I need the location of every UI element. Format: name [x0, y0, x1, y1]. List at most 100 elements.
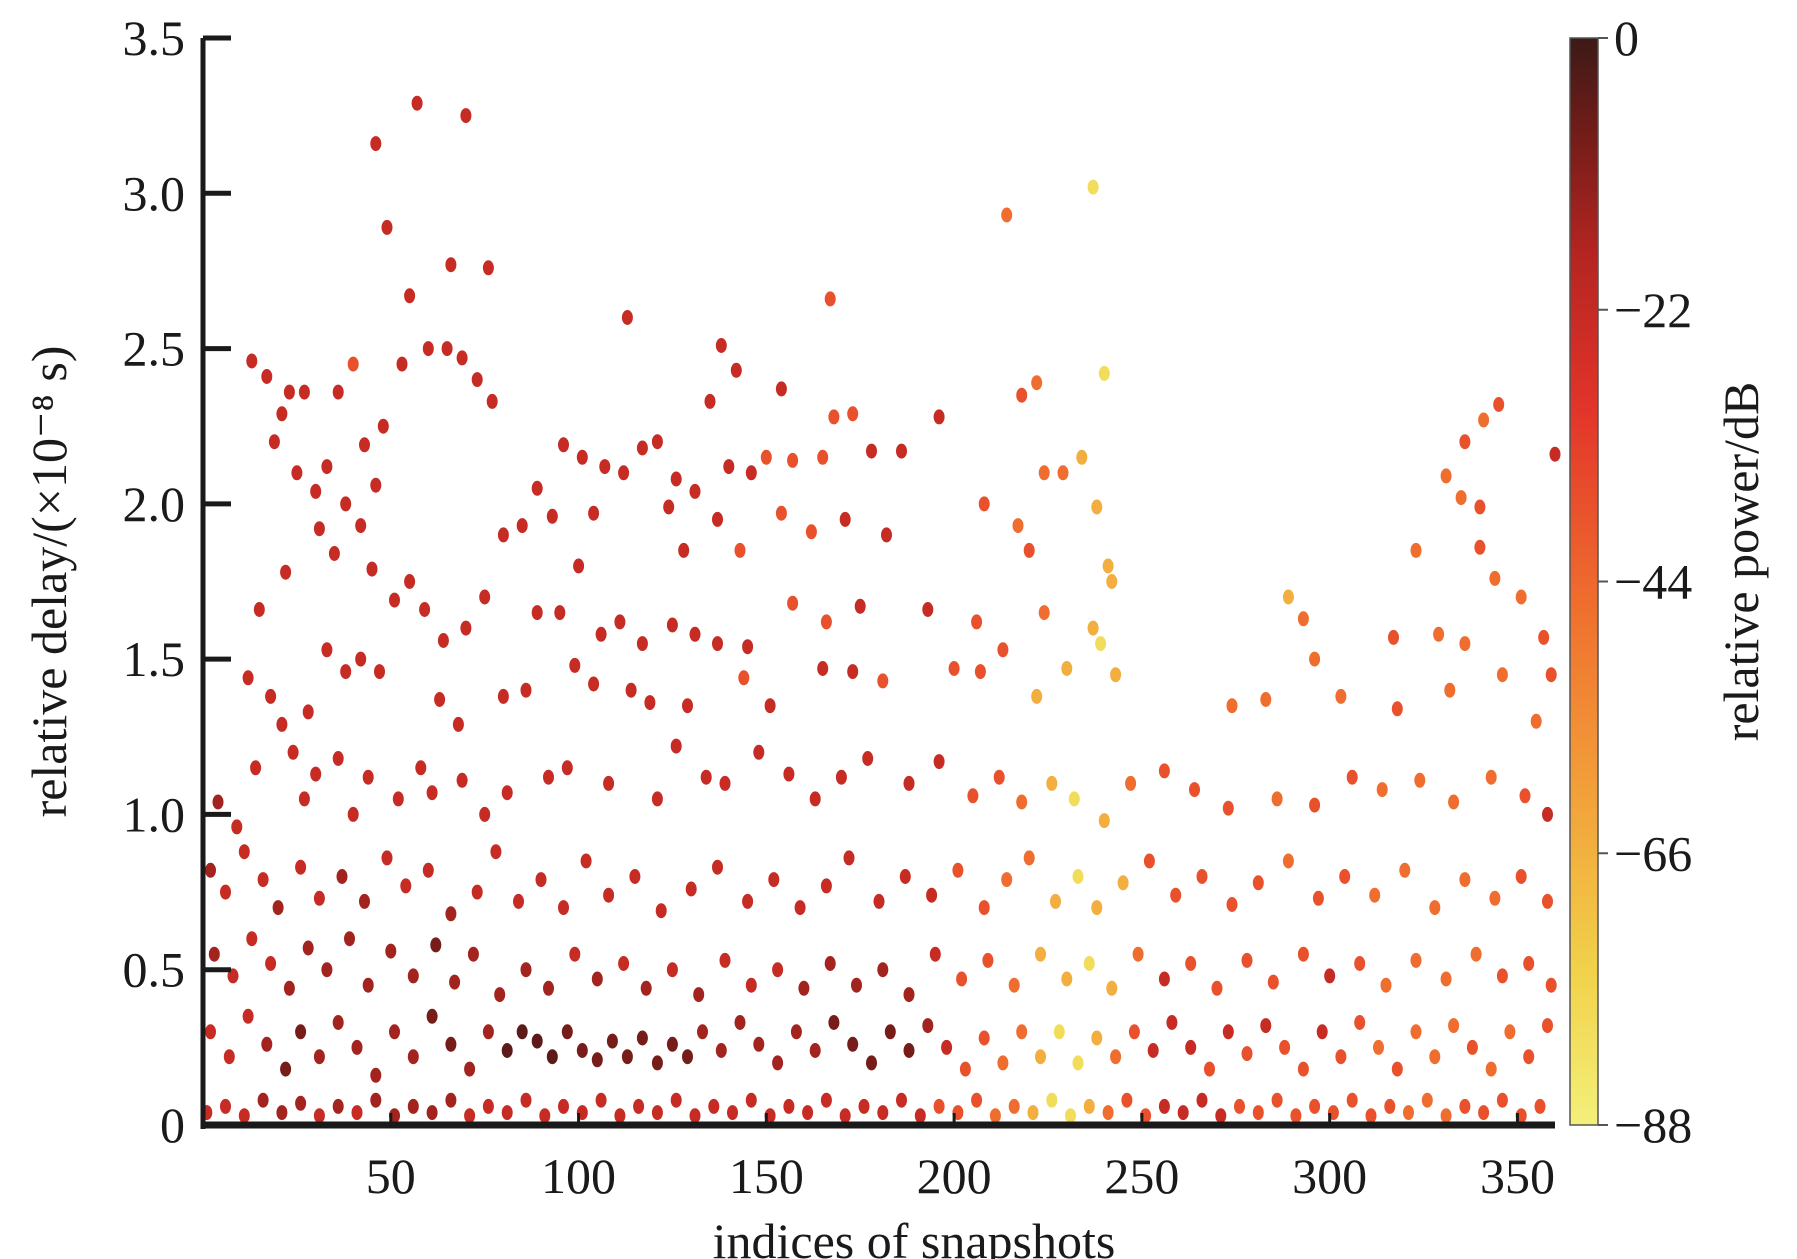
scatter-point: [1121, 1092, 1133, 1108]
scatter-point: [847, 1036, 859, 1052]
scatter-point: [501, 785, 513, 801]
scatter-point: [407, 968, 419, 984]
scatter-point: [989, 1108, 1001, 1124]
scatter-point: [689, 1108, 701, 1124]
scatter-point: [1316, 1024, 1328, 1040]
scatter-point: [1222, 800, 1234, 816]
scatter-point: [884, 1024, 896, 1040]
scatter-point: [558, 437, 569, 453]
scatter-point: [1403, 1105, 1414, 1121]
scatter-point: [295, 1024, 307, 1040]
scatter-point: [1016, 1024, 1028, 1040]
scatter-point: [678, 542, 690, 558]
colorbar-title: relative power/dB: [1713, 382, 1769, 742]
scatter-point: [851, 977, 862, 993]
scatter-point: [464, 1108, 476, 1124]
scatter-point: [715, 338, 727, 353]
scatter-point: [1008, 977, 1020, 993]
scatter-point: [978, 1030, 990, 1046]
scatter-point: [1072, 869, 1084, 884]
scatter-point: [700, 769, 712, 785]
scatter-point: [1110, 667, 1122, 683]
scatter-point: [283, 980, 295, 996]
scatter-point: [516, 518, 528, 534]
scatter-point: [959, 1061, 971, 1077]
scatter-point: [302, 704, 314, 720]
scatter-point: [588, 676, 600, 692]
scatter-point: [355, 651, 367, 667]
scatter-point: [520, 1092, 532, 1108]
scatter-point: [1496, 968, 1508, 984]
scatter-point: [1234, 1098, 1245, 1114]
scatter-point: [704, 393, 716, 409]
scatter-point: [952, 862, 964, 878]
scatter-point: [359, 893, 370, 909]
scatter-point: [745, 977, 757, 993]
scatter-point: [471, 372, 483, 388]
scatter-point: [295, 1095, 307, 1111]
scatter-point: [1279, 1039, 1291, 1055]
scatter-point: [967, 788, 979, 804]
scatter-point: [569, 657, 581, 673]
scatter-point: [419, 602, 431, 617]
scatter-point: [1523, 1049, 1535, 1065]
scatter-point: [535, 872, 547, 888]
scatter-point: [287, 744, 299, 760]
scatter-point: [231, 819, 243, 835]
scatter-point: [618, 465, 630, 481]
scatter-point: [1335, 1049, 1347, 1065]
scatter-point: [437, 633, 449, 648]
scatter-point: [997, 1055, 1009, 1071]
scatter-point: [1098, 365, 1110, 381]
scatter-point: [1271, 791, 1283, 807]
scatter-point: [516, 1024, 528, 1040]
scatter-point: [670, 471, 682, 487]
scatter-point: [922, 1018, 934, 1034]
scatter-point: [1170, 887, 1182, 903]
scatter-point: [753, 1036, 765, 1052]
scatter-point: [787, 595, 799, 611]
scatter-point: [313, 890, 325, 906]
scatter-point: [1489, 570, 1501, 586]
scatter-point: [1365, 1108, 1377, 1124]
scatter-point: [636, 636, 648, 652]
scatter-point: [220, 1098, 231, 1114]
scatter-point: [1455, 490, 1467, 506]
scatter-point: [1335, 688, 1347, 704]
scatter-point: [599, 459, 611, 475]
scatter-point: [588, 505, 600, 521]
scatter-point: [591, 971, 603, 987]
scatter-point: [1031, 688, 1043, 704]
scatter-point: [1414, 772, 1426, 788]
scatter-point: [1102, 1105, 1114, 1121]
scatter-point: [862, 751, 874, 766]
scatter-point: [670, 738, 682, 754]
scatter-point: [1282, 589, 1294, 605]
scatter-point: [866, 443, 877, 459]
scatter-point: [1309, 651, 1321, 667]
scatter-point: [531, 480, 543, 496]
scatter-point: [261, 1036, 273, 1052]
scatter-point: [328, 546, 340, 561]
scatter-point: [651, 791, 663, 807]
scatter-point: [666, 1036, 678, 1052]
scatter-point: [805, 524, 817, 540]
scatter-point: [1515, 589, 1527, 605]
scatter-point: [899, 869, 911, 884]
scatter-point: [1226, 698, 1238, 714]
scatter-point: [1384, 1098, 1396, 1114]
scatter-point: [719, 952, 731, 968]
scatter-point: [520, 962, 532, 978]
scatter-point: [783, 1098, 795, 1114]
scatter-point: [1035, 946, 1046, 962]
scatter-point: [1324, 968, 1336, 984]
scatter-point: [340, 496, 352, 512]
y-tick-label: 0: [160, 1097, 185, 1153]
scatter-point: [926, 887, 938, 903]
scatter-point: [956, 971, 968, 987]
scatter-point: [941, 1039, 953, 1055]
scatter-point: [1433, 626, 1445, 642]
scatter-point: [445, 1036, 457, 1052]
scatter-point: [422, 341, 434, 357]
scatter-point: [738, 670, 750, 686]
